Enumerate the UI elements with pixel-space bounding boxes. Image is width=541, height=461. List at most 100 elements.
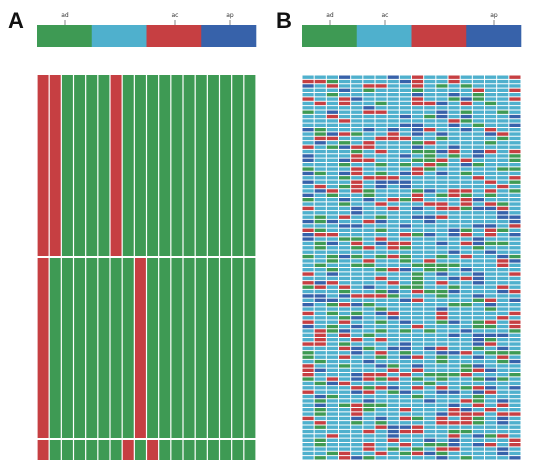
grid-cell xyxy=(412,176,424,180)
grid-cell xyxy=(485,233,497,237)
grid-cell xyxy=(351,189,363,193)
grid-cell xyxy=(351,333,363,337)
grid-cell xyxy=(460,176,472,180)
grid-cell xyxy=(424,110,436,114)
grid-cell xyxy=(302,289,314,294)
grid-cell xyxy=(412,329,424,333)
grid-cell xyxy=(485,228,497,232)
grid-cell xyxy=(399,443,411,447)
grid-cell xyxy=(351,128,363,132)
grid-cell xyxy=(351,298,363,302)
grid-cell xyxy=(472,215,484,219)
grid-cell xyxy=(363,224,375,228)
grid-cell xyxy=(472,189,484,193)
grid-cell xyxy=(412,425,424,429)
grid-cell xyxy=(147,440,159,460)
grid-cell xyxy=(302,259,314,263)
grid-cell xyxy=(448,303,460,307)
grid-cell xyxy=(387,294,399,298)
grid-cell xyxy=(472,119,484,123)
grid-cell xyxy=(509,386,521,390)
grid-cell xyxy=(509,416,521,421)
grid-cell xyxy=(448,373,460,377)
grid-cell xyxy=(375,408,387,412)
grid-cell xyxy=(302,93,314,97)
grid-cell xyxy=(412,412,424,416)
grid-cell xyxy=(412,202,424,206)
grid-cell xyxy=(326,377,338,381)
grid-cell xyxy=(485,184,497,189)
grid-cell xyxy=(497,93,509,97)
grid-cell xyxy=(375,303,387,307)
grid-cell xyxy=(375,390,387,394)
grid-cell xyxy=(302,381,314,386)
grid-cell xyxy=(363,438,375,442)
grid-cell xyxy=(363,320,375,324)
legend-swatch xyxy=(356,25,412,47)
grid-cell xyxy=(399,123,411,127)
grid-cell xyxy=(314,399,326,403)
grid-cell xyxy=(86,258,98,438)
grid-cell xyxy=(326,359,338,364)
grid-cell xyxy=(387,377,399,381)
grid-cell xyxy=(399,215,411,219)
grid-cell xyxy=(314,412,326,416)
grid-cell xyxy=(339,403,351,407)
grid-cell xyxy=(314,429,326,434)
grid-cell xyxy=(448,276,460,281)
grid-cell xyxy=(497,333,509,337)
grid-cell xyxy=(387,456,399,460)
grid-cell xyxy=(509,171,521,176)
grid-cell xyxy=(436,425,448,429)
grid-cell xyxy=(387,272,399,276)
grid-cell xyxy=(326,285,338,289)
grid-cell xyxy=(314,184,326,189)
grid-cell xyxy=(339,141,351,145)
grid-cell xyxy=(412,145,424,149)
grid-cell xyxy=(485,285,497,289)
grid-cell xyxy=(485,206,497,211)
grid-cell xyxy=(302,132,314,136)
grid-cell xyxy=(472,206,484,211)
grid-cell xyxy=(509,110,521,114)
grid-cell xyxy=(314,128,326,132)
grid-cell xyxy=(159,75,171,256)
grid-cell xyxy=(339,346,351,351)
grid-cell xyxy=(314,224,326,228)
grid-cell xyxy=(314,237,326,241)
grid-cell xyxy=(460,141,472,145)
grid-cell xyxy=(339,373,351,377)
grid-cell xyxy=(399,202,411,206)
grid-cell xyxy=(351,403,363,407)
grid-cell xyxy=(363,394,375,399)
grid-cell xyxy=(497,268,509,272)
grid-cell xyxy=(387,189,399,193)
grid-cell xyxy=(509,136,521,141)
grid-cell xyxy=(351,110,363,114)
grid-cell xyxy=(509,154,521,158)
grid-cell xyxy=(339,355,351,359)
grid-cell xyxy=(375,154,387,158)
grid-cell xyxy=(302,346,314,351)
grid-cell xyxy=(399,268,411,272)
grid-cell xyxy=(387,163,399,167)
grid-cell xyxy=(412,171,424,176)
grid-cell xyxy=(399,84,411,88)
grid-cell xyxy=(424,241,436,246)
grid-cell xyxy=(302,101,314,106)
grid-cell xyxy=(436,171,448,176)
grid-cell xyxy=(387,154,399,158)
grid-cell xyxy=(436,180,448,184)
grid-cell xyxy=(460,434,472,438)
grid-cell xyxy=(399,272,411,276)
grid-cell xyxy=(351,377,363,381)
grid-cell xyxy=(460,241,472,246)
grid-cell xyxy=(387,399,399,403)
grid-cell xyxy=(436,346,448,351)
grid-cell xyxy=(61,440,73,460)
grid-cell xyxy=(436,193,448,197)
grid-cell xyxy=(314,425,326,429)
grid-cell xyxy=(134,440,146,460)
grid-cell xyxy=(314,254,326,259)
grid-cell xyxy=(472,132,484,136)
